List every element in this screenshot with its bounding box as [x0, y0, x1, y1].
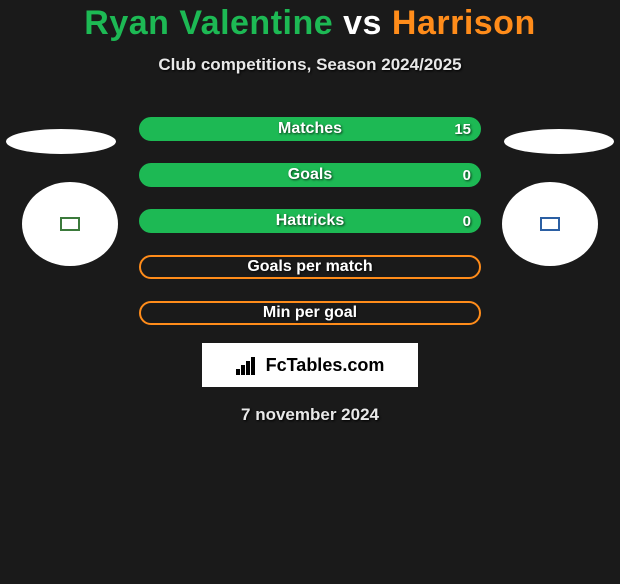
player2-club-crest	[502, 182, 598, 266]
stat-right-value: 0	[463, 167, 471, 184]
player2-flag-placeholder	[504, 129, 614, 154]
stat-row-goals-per-match: Goals per match	[139, 255, 481, 279]
bars-icon	[236, 355, 260, 375]
stat-row-hattricks: Hattricks 0	[139, 209, 481, 233]
stat-label: Goals	[288, 166, 332, 184]
stat-right-value: 0	[463, 213, 471, 230]
stat-label: Matches	[278, 120, 342, 138]
player2-name: Harrison	[392, 4, 536, 42]
shield-icon	[60, 217, 80, 231]
shield-icon	[540, 217, 560, 231]
stat-label: Hattricks	[276, 212, 344, 230]
source-logo: FcTables.com	[202, 343, 418, 387]
comparison-title: Ryan Valentine vs Harrison	[0, 4, 620, 43]
stat-row-goals: Goals 0	[139, 163, 481, 187]
logo-text: FcTables.com	[266, 355, 385, 376]
stat-right-value: 15	[454, 121, 471, 138]
player1-flag-placeholder	[6, 129, 116, 154]
stat-row-matches: Matches 15	[139, 117, 481, 141]
title-vs: vs	[343, 4, 382, 42]
stat-row-min-per-goal: Min per goal	[139, 301, 481, 325]
stat-label: Goals per match	[247, 258, 372, 276]
stat-label: Min per goal	[263, 304, 357, 322]
subtitle: Club competitions, Season 2024/2025	[0, 55, 620, 75]
player1-name: Ryan Valentine	[84, 4, 333, 42]
player1-club-crest	[22, 182, 118, 266]
snapshot-date: 7 november 2024	[0, 405, 620, 425]
